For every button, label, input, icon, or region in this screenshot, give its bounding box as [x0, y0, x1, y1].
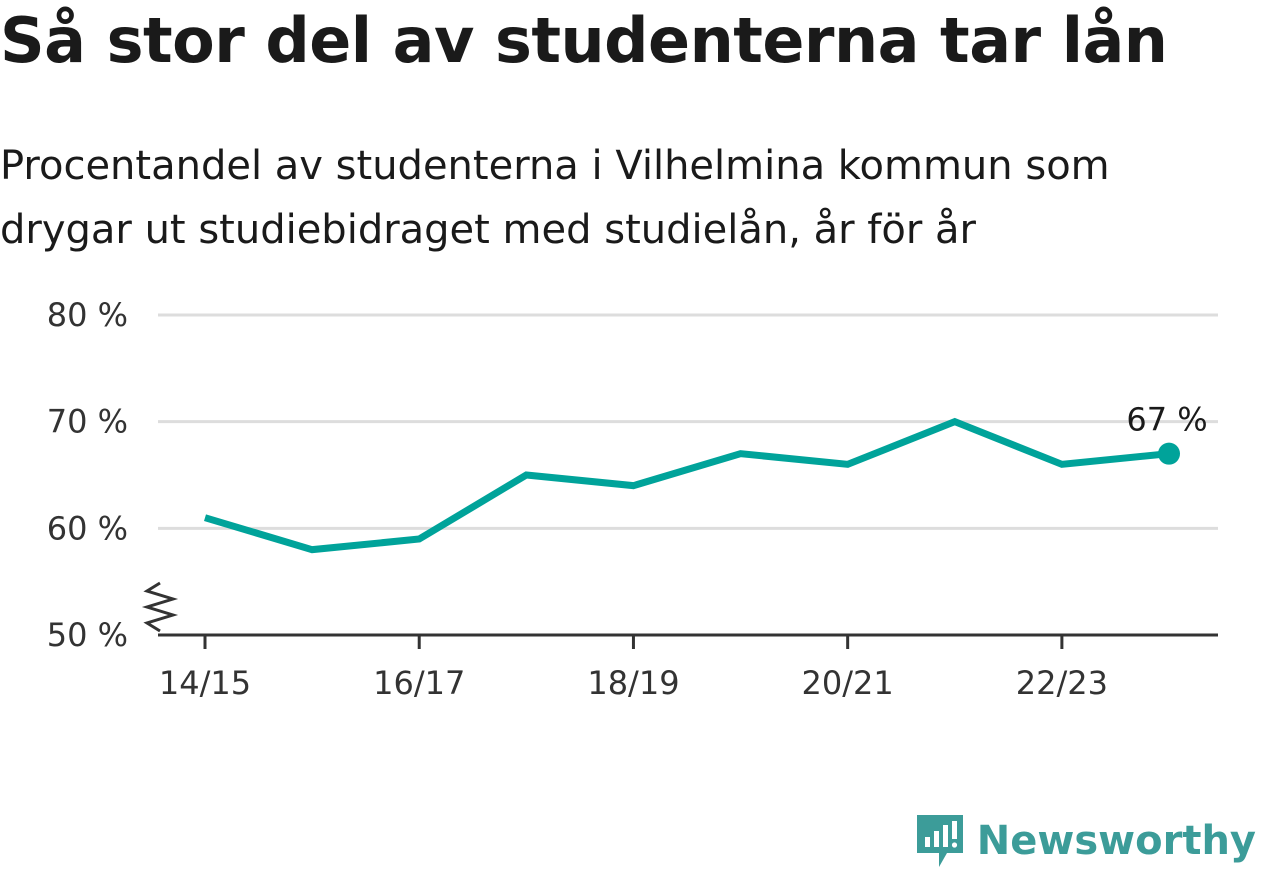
- y-tick-label: 60 %: [47, 509, 128, 547]
- brand-name: Newsworthy: [976, 818, 1256, 864]
- newsworthy-logo: Newsworthy: [915, 813, 1256, 869]
- chart-subtitle: Procentandel av studenterna i Vilhelmina…: [0, 143, 1110, 253]
- series-line: [203, 417, 1170, 554]
- y-tick-label: 50 %: [47, 616, 128, 654]
- y-tick-label: 80 %: [47, 296, 128, 334]
- x-tick-label: 16/17: [373, 664, 465, 702]
- newsworthy-icon: [916, 815, 963, 867]
- x-tick-label: 14/15: [159, 664, 251, 702]
- axis-break-icon: [141, 581, 179, 633]
- x-tick-label: 20/21: [802, 664, 894, 702]
- x-tick-label: 18/19: [587, 664, 679, 702]
- chart-title: Så stor del av studenterna tar lån: [0, 4, 1168, 77]
- end-value-label: 67 %: [1126, 401, 1207, 439]
- y-tick-label: 70 %: [47, 403, 128, 441]
- end-point-marker: [1158, 442, 1180, 465]
- x-tick-label: 22/23: [1016, 664, 1108, 702]
